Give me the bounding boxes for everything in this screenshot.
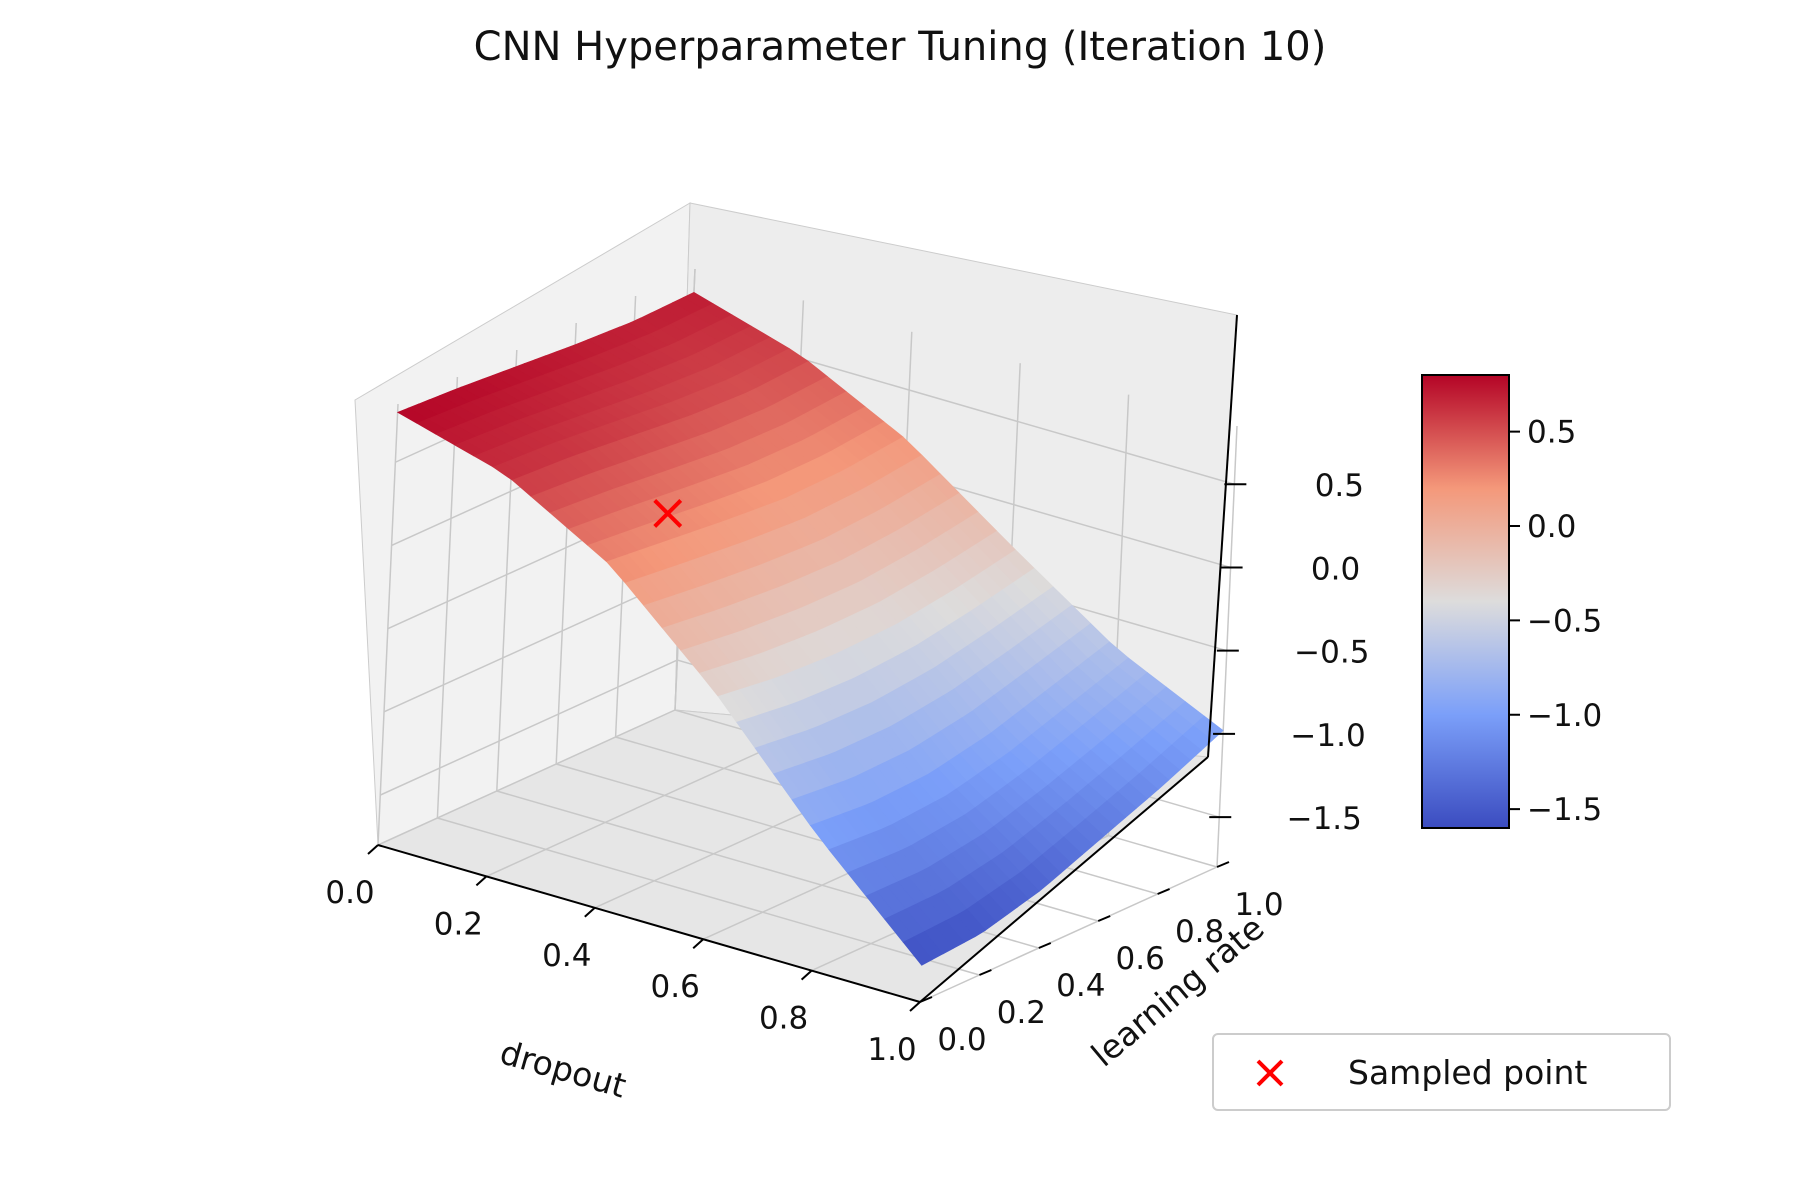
x-tick-label: 0.8	[759, 1001, 808, 1037]
grid-line-floor-x	[486, 740, 784, 878]
y-tick-label: 0.2	[997, 995, 1046, 1031]
x-tick-label: 0.0	[325, 875, 374, 911]
legend-frame	[1212, 1033, 1671, 1111]
y-tick-label: 0.8	[1175, 914, 1224, 950]
z-tick-label: 0.5	[1315, 468, 1364, 504]
sampled-point-stroke	[653, 499, 683, 528]
colorbar-tick-label: 0.0	[1527, 509, 1576, 545]
grid-line-floor-y	[437, 817, 980, 976]
colorbar-tick-label: −1.0	[1527, 698, 1602, 734]
x-tick-mark	[475, 875, 488, 887]
x-tick-label: 1.0	[867, 1032, 916, 1068]
y-tick-mark	[979, 969, 992, 976]
x-tick-mark	[367, 844, 379, 855]
z-tick-label: −0.5	[1294, 635, 1369, 671]
y-tick-mark	[1157, 888, 1170, 895]
surface-patch	[902, 936, 933, 966]
z-tick-label: −1.5	[1287, 801, 1362, 837]
colorbar: 0.5 0.0 −0.5 −1.0 −1.5	[1421, 374, 1602, 829]
y-tick-mark	[1038, 942, 1052, 949]
sampled-points	[653, 499, 683, 528]
legend-marker-x	[1256, 1059, 1284, 1087]
z-tick-label: 0.0	[1311, 551, 1360, 587]
x-axis-label: dropout	[496, 1032, 631, 1105]
colorbar-ticks: 0.5 0.0 −0.5 −1.0 −1.5	[1509, 415, 1602, 828]
grid-line-left-y	[377, 403, 399, 846]
x-tick-label: 0.4	[542, 938, 591, 974]
x-tick-mark	[800, 969, 813, 981]
z-tick-label: −1.0	[1290, 718, 1365, 754]
legend: Sampled point	[1212, 1033, 1671, 1111]
colorbar-tick-label: −1.5	[1527, 792, 1602, 828]
y-tick-label: 0.6	[1116, 941, 1165, 977]
z-ticks: −1.5 −1.0 −0.5 0.0 0.5	[1209, 468, 1369, 837]
chart-title: CNN Hyperparameter Tuning (Iteration 10)	[474, 24, 1327, 70]
y-tick-label: 0.4	[1056, 968, 1105, 1004]
z-axis-line	[1207, 314, 1238, 758]
y-tick-label: 0.0	[937, 1022, 986, 1058]
sampled-point-marker	[653, 499, 683, 528]
y-tick-mark	[1097, 915, 1111, 922]
legend-label-sampled-point: Sampled point	[1348, 1053, 1587, 1092]
y-tick-mark	[919, 996, 933, 1003]
x-tick-mark	[692, 938, 704, 949]
y-tick-label: 1.0	[1234, 887, 1283, 923]
colorbar-tick-label: 0.5	[1527, 415, 1576, 451]
x-tick-label: 0.6	[651, 969, 700, 1005]
colorbar-tick-label: −0.5	[1527, 603, 1602, 639]
grid-line-left-y	[436, 376, 459, 819]
y-ticks: 0.0 0.2 0.4 0.6 0.8 1.0	[919, 861, 1284, 1058]
colorbar-gradient	[1421, 374, 1510, 829]
x-tick-mark	[584, 907, 596, 918]
axes-3d: 0.0 0.2 0.4 0.6 0.8 1.0 0.0 0.2 0.4 0.6 0.8 1.0 −1…	[325, 202, 1369, 1105]
y-tick-mark	[1216, 861, 1230, 868]
x-axis-line	[377, 844, 921, 1003]
y-axis-line	[919, 756, 1209, 1003]
grid-line-floor-x	[377, 709, 676, 846]
legend-marker-stroke	[1256, 1059, 1284, 1087]
grid-line-back-x	[1216, 425, 1238, 868]
x-tick-mark	[909, 1001, 921, 1012]
x-tick-label: 0.2	[434, 906, 483, 942]
surface-plot	[396, 291, 1224, 966]
x-ticks: 0.0 0.2 0.4 0.6 0.8 1.0	[325, 844, 921, 1068]
